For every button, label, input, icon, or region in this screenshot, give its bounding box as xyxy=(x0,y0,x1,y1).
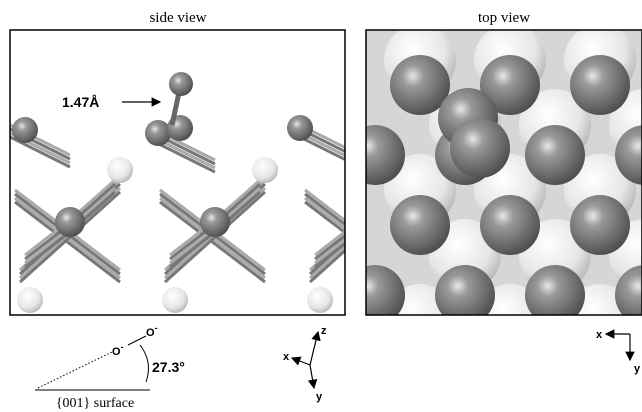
oo-bond xyxy=(128,336,146,345)
surface-atom xyxy=(17,287,43,313)
dark-atom xyxy=(345,265,405,325)
dark-atom xyxy=(570,195,630,255)
surface-atom xyxy=(252,157,278,183)
top-view-render xyxy=(345,24,642,356)
dotted-line xyxy=(38,352,112,388)
figure: side view top view 1.47Å O- O- 27.3° {00… xyxy=(0,0,642,412)
metal-atom xyxy=(200,207,230,237)
bond-length: 1.47Å xyxy=(62,94,99,110)
dark-atom xyxy=(450,118,510,178)
atom-charge: - xyxy=(155,323,158,333)
oxygen-atom xyxy=(12,117,38,143)
dark-atom xyxy=(525,125,585,185)
dark-atom xyxy=(480,195,540,255)
dark-atom xyxy=(390,195,450,255)
dark-atom xyxy=(525,265,585,325)
axis-label: z xyxy=(321,325,327,337)
metal-atom xyxy=(55,207,85,237)
panel-title: top view xyxy=(478,10,530,26)
axis-arrow xyxy=(310,365,314,388)
surface-label: {001} surface xyxy=(56,396,134,411)
surface-atom xyxy=(307,287,333,313)
surface-atom xyxy=(162,287,188,313)
dark-atom xyxy=(345,125,405,185)
axis-label: y xyxy=(316,391,323,403)
oxygen-atom xyxy=(287,115,313,141)
dark-atom xyxy=(435,265,495,325)
dark-atom xyxy=(570,55,630,115)
axis-label: y xyxy=(634,363,641,375)
atom-charge: - xyxy=(121,342,124,352)
axis-arrow xyxy=(292,358,310,365)
axis-label: x xyxy=(283,351,290,363)
panel-title: side view xyxy=(149,10,206,26)
adsorbed-oxygen xyxy=(169,72,193,96)
surface-atom xyxy=(107,157,133,183)
oxygen-atom xyxy=(145,120,171,146)
atom-label: O- xyxy=(146,323,158,339)
atom-label: O- xyxy=(112,342,124,358)
axis-label: x xyxy=(596,329,603,341)
angle-value: 27.3° xyxy=(152,359,185,375)
angle-arc xyxy=(140,345,148,382)
axis-arrow xyxy=(310,332,318,365)
